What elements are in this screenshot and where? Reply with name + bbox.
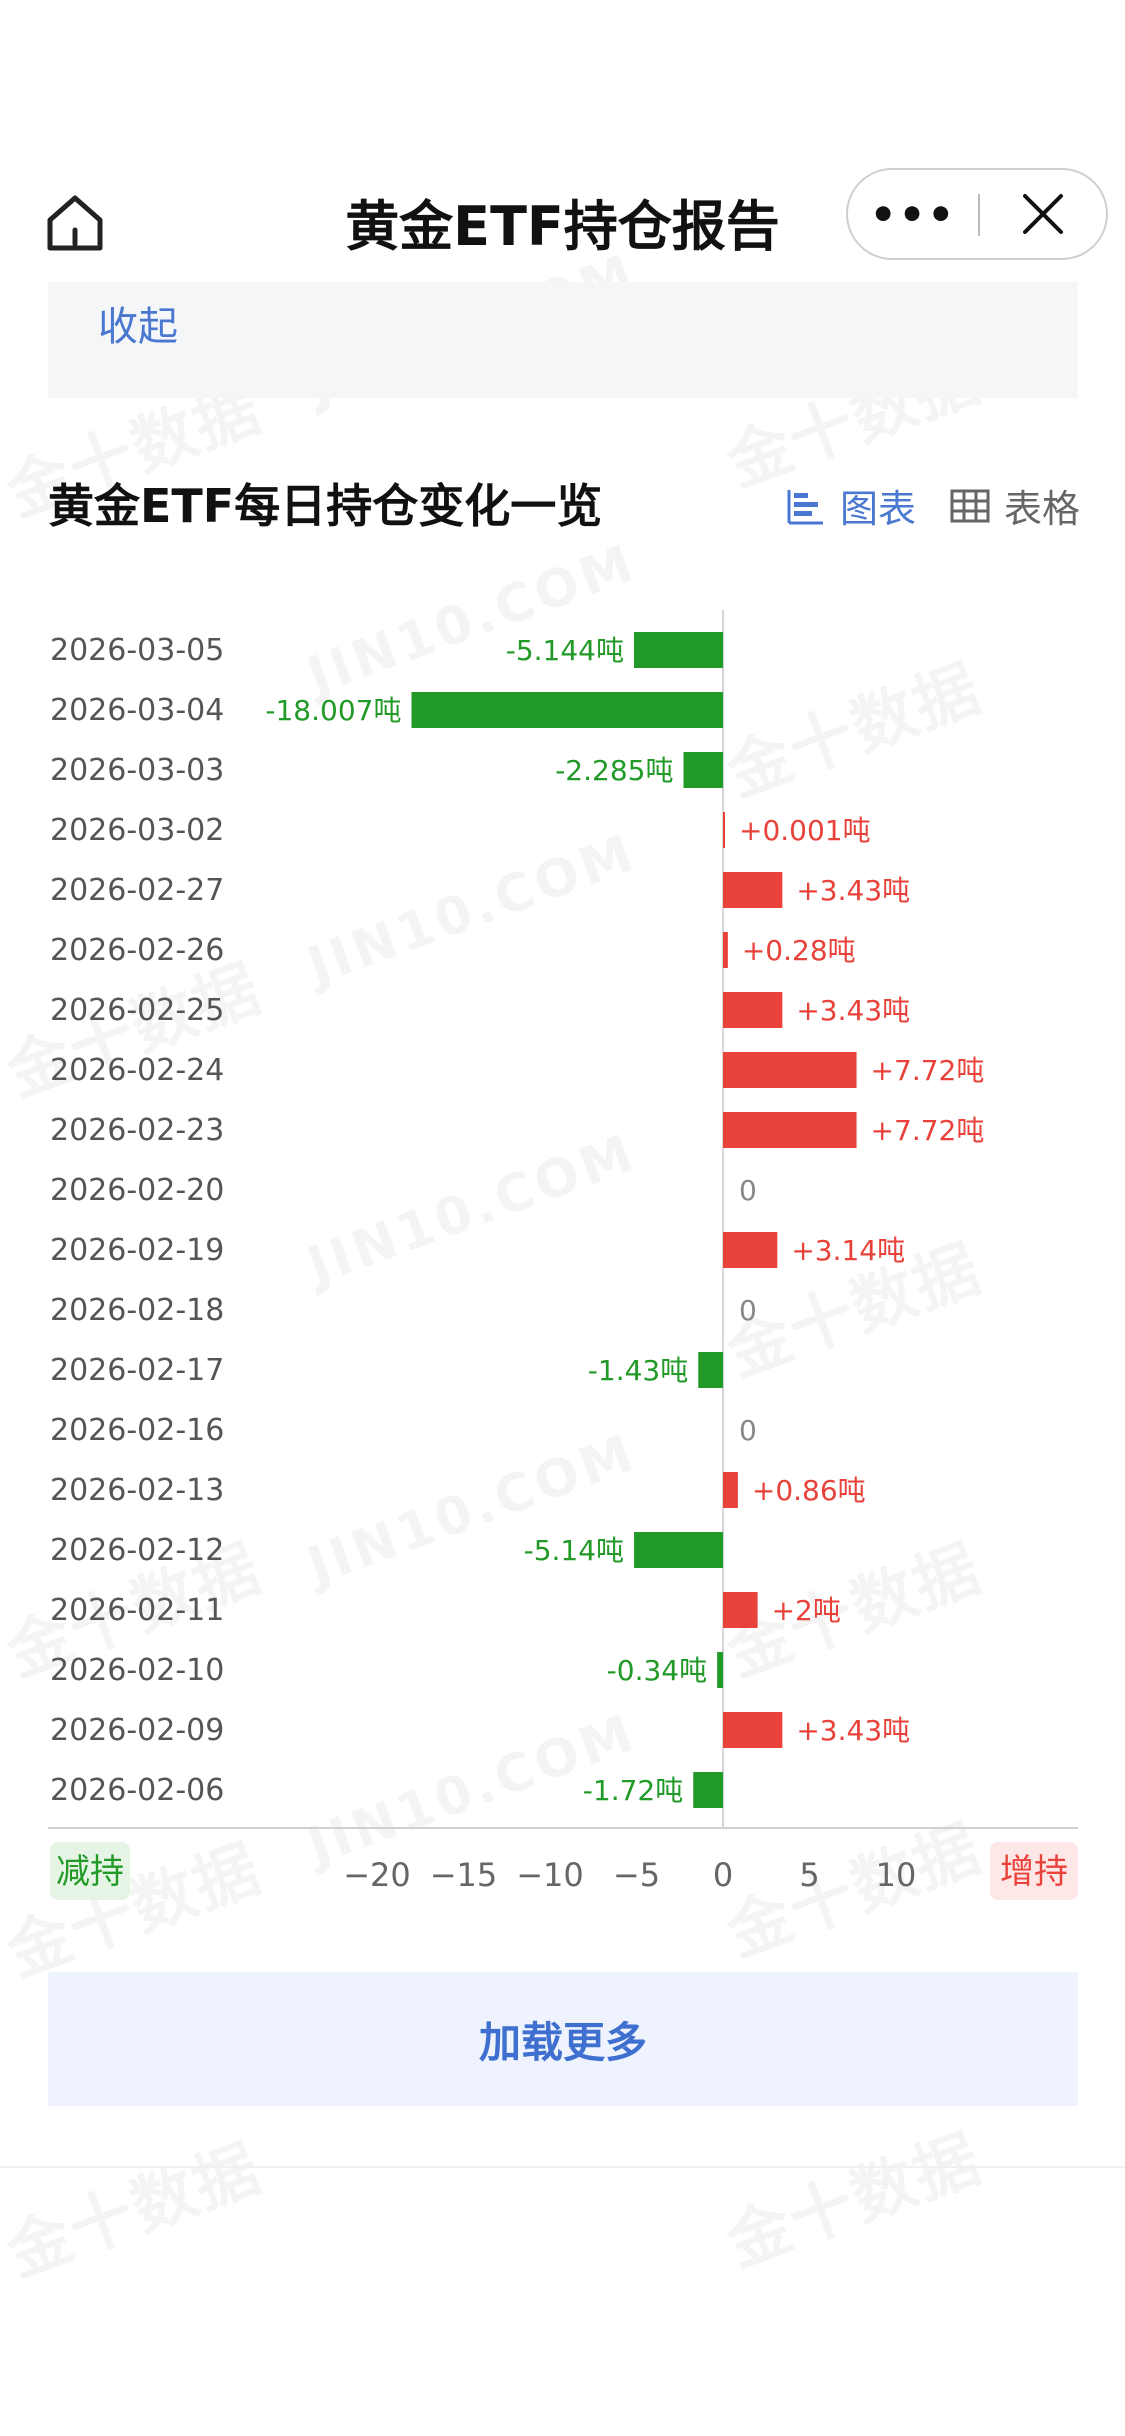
bar-decrease xyxy=(411,692,723,728)
decrease-pill xyxy=(50,1842,130,1900)
date-label: 2026-02-18 xyxy=(50,1293,224,1328)
data-label: +0.28吨 xyxy=(742,934,856,967)
data-label: -5.144吨 xyxy=(506,634,624,667)
date-label: 2026-02-20 xyxy=(50,1173,224,1208)
capsule-divider xyxy=(978,194,980,236)
bar-increase xyxy=(723,812,725,848)
collapse-panel: 收起 xyxy=(48,282,1078,398)
bar-increase xyxy=(723,872,783,908)
date-label: 2026-02-11 xyxy=(50,1593,224,1628)
bar-decrease xyxy=(698,1352,723,1388)
date-label: 2026-02-16 xyxy=(50,1413,224,1448)
data-label: +0.001吨 xyxy=(739,814,871,847)
date-label: 2026-02-17 xyxy=(50,1353,224,1388)
nav-bar: 黄金ETF持仓报告 ••• xyxy=(0,160,1125,270)
date-label: 2026-02-24 xyxy=(50,1053,224,1088)
home-icon xyxy=(47,195,103,251)
date-label: 2026-03-03 xyxy=(50,753,224,788)
view-chart-tab[interactable]: 图表 xyxy=(786,478,916,533)
bar-increase xyxy=(723,1052,857,1088)
increase-pill xyxy=(990,1842,1078,1900)
x-tick-label: 0 xyxy=(713,1856,733,1894)
view-chart-label: 图表 xyxy=(840,487,917,531)
date-label: 2026-03-05 xyxy=(50,633,224,668)
holdings-change-chart: 2026-03-05 -5.144吨 2026-03-04 -18.007吨 2026-… xyxy=(48,610,1078,1900)
x-tick-label: 5 xyxy=(799,1856,819,1894)
date-label: 2026-02-10 xyxy=(50,1653,224,1688)
data-label: +3.43吨 xyxy=(796,1714,910,1747)
bar-decrease xyxy=(693,1772,723,1808)
load-more-button[interactable]: 加载更多 xyxy=(48,1972,1078,2106)
data-label: -5.14吨 xyxy=(524,1534,624,1567)
more-button[interactable]: ••• xyxy=(848,170,978,258)
data-label: +3.43吨 xyxy=(796,994,910,1027)
close-button[interactable] xyxy=(980,170,1106,258)
bar-increase xyxy=(723,1712,783,1748)
date-label: 2026-02-06 xyxy=(50,1773,224,1808)
date-label: 2026-02-27 xyxy=(50,873,224,908)
data-label: -18.007吨 xyxy=(265,694,401,727)
bar-increase xyxy=(723,1592,758,1628)
bar-chart-icon xyxy=(787,489,823,524)
watermark: 金十数据 xyxy=(712,2108,992,2285)
close-icon xyxy=(1023,194,1063,234)
mini-program-capsule: ••• xyxy=(846,168,1108,260)
bar-decrease xyxy=(634,632,723,668)
date-label: 2026-03-04 xyxy=(50,693,224,728)
date-label: 2026-02-12 xyxy=(50,1533,224,1568)
x-tick-label: −15 xyxy=(430,1856,498,1894)
bar-decrease xyxy=(634,1532,723,1568)
bar-decrease xyxy=(717,1652,723,1688)
data-label: +3.14吨 xyxy=(791,1234,905,1267)
page-title: 黄金ETF持仓报告 xyxy=(345,195,780,258)
bottom-divider xyxy=(0,2166,1125,2168)
data-label: 0 xyxy=(739,1414,757,1447)
x-tick-label: −5 xyxy=(613,1856,660,1894)
view-table-label: 表格 xyxy=(1004,487,1081,531)
date-label: 2026-02-26 xyxy=(50,933,224,968)
decrease-label: 减持 xyxy=(56,1852,124,1892)
x-tick-label: −10 xyxy=(516,1856,584,1894)
data-label: +0.86吨 xyxy=(752,1474,866,1507)
view-table-tab[interactable]: 表格 xyxy=(950,478,1080,533)
date-label: 2026-02-19 xyxy=(50,1233,224,1268)
bar-increase xyxy=(723,992,783,1028)
section-title: 黄金ETF每日持仓变化一览 xyxy=(48,479,603,533)
date-label: 2026-02-23 xyxy=(50,1113,224,1148)
date-label: 2026-02-09 xyxy=(50,1713,224,1748)
bar-increase xyxy=(723,1472,738,1508)
data-label: +7.72吨 xyxy=(871,1054,985,1087)
data-label: 0 xyxy=(739,1174,757,1207)
bar-decrease xyxy=(683,752,723,788)
data-label: +7.72吨 xyxy=(871,1114,985,1147)
x-tick-label: 10 xyxy=(876,1856,917,1894)
data-label: 0 xyxy=(739,1294,757,1327)
x-tick-label: −20 xyxy=(343,1856,411,1894)
data-label: -1.43吨 xyxy=(588,1354,688,1387)
bar-increase xyxy=(723,1112,857,1148)
watermark: 金十数据 xyxy=(0,2118,272,2295)
date-label: 2026-02-13 xyxy=(50,1473,224,1508)
increase-label: 增持 xyxy=(1000,1852,1068,1892)
table-icon xyxy=(950,489,990,522)
date-label: 2026-03-02 xyxy=(50,813,224,848)
data-label: +3.43吨 xyxy=(796,874,910,907)
data-label: +2吨 xyxy=(772,1594,841,1627)
data-label: -0.34吨 xyxy=(607,1654,707,1687)
data-label: -1.72吨 xyxy=(583,1774,683,1807)
more-icon: ••• xyxy=(869,189,957,239)
data-label: -2.285吨 xyxy=(555,754,673,787)
date-label: 2026-02-25 xyxy=(50,993,224,1028)
collapse-button[interactable]: 收起 xyxy=(98,304,178,350)
bar-increase xyxy=(723,1232,778,1268)
home-button[interactable] xyxy=(40,188,110,258)
bar-increase xyxy=(723,932,728,968)
